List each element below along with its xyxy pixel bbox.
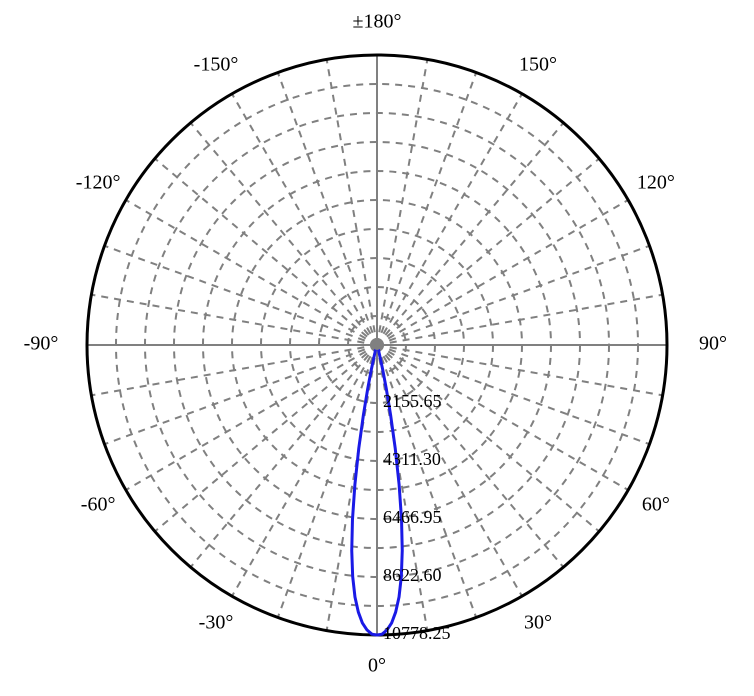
polar-chart-svg: ±180° -150° -120° -90° -60° -30° 0° 30° 60° 90° 12… [0, 0, 754, 691]
angle-label: 0° [368, 655, 386, 677]
angle-label: ±180° [353, 11, 402, 33]
radial-label: 8622.60 [383, 565, 442, 585]
angle-label: -90° [24, 333, 59, 355]
angle-label: 120° [637, 172, 675, 194]
angle-label: -150° [194, 54, 239, 76]
radial-label: 10778.25 [383, 623, 451, 643]
angle-label: 30° [524, 611, 552, 633]
radial-label: 2155.65 [383, 391, 442, 411]
angle-label: -30° [199, 611, 234, 633]
angle-label: 90° [699, 333, 727, 355]
angle-label: 150° [519, 54, 557, 76]
radial-label: 6466.95 [383, 507, 442, 527]
angle-label: -60° [81, 494, 116, 516]
angle-label: -120° [76, 172, 121, 194]
angle-label: 60° [642, 494, 670, 516]
polar-chart: ±180° -150° -120° -90° -60° -30° 0° 30° 60° 90° 12… [0, 0, 754, 691]
center-dot [372, 340, 382, 350]
radial-label: 4311.30 [383, 449, 441, 469]
